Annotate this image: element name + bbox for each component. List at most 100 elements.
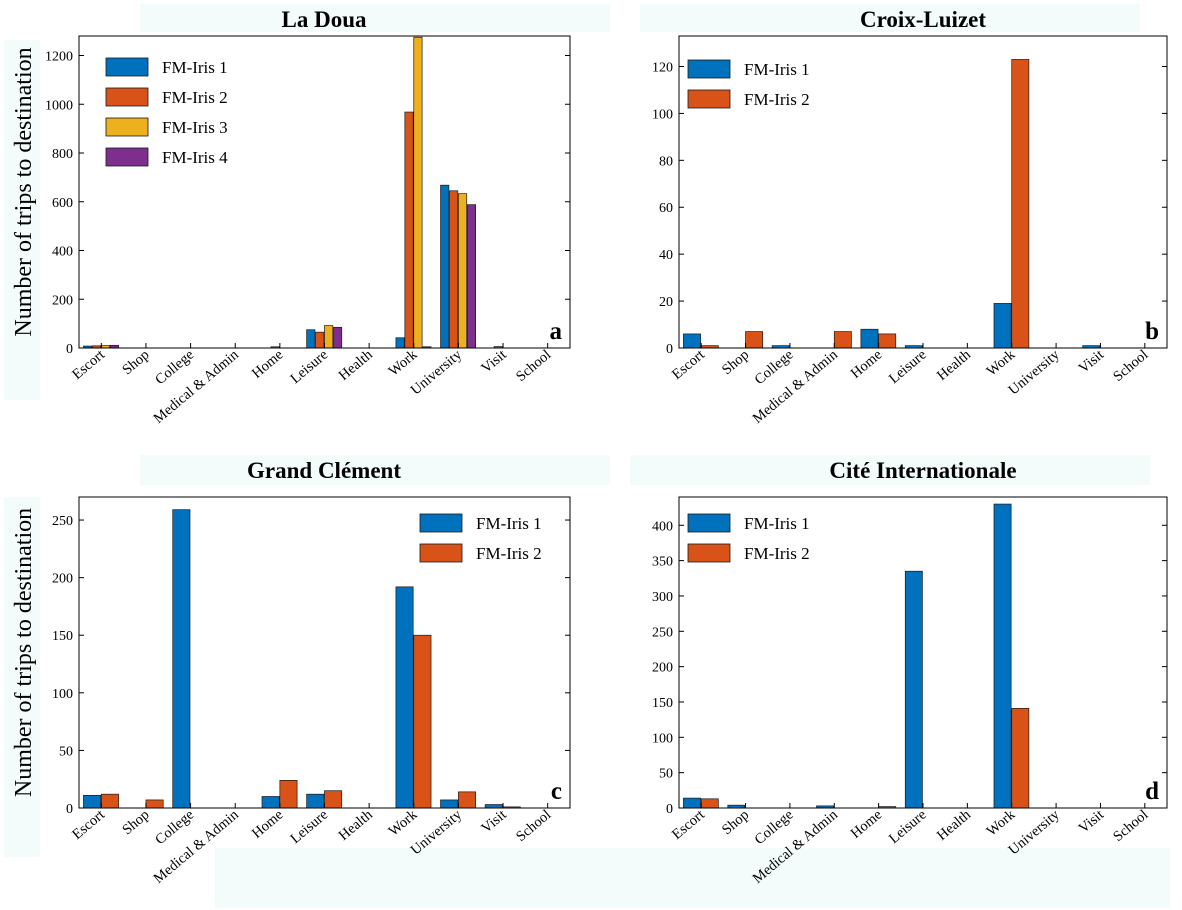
x-category-label: Visit [478, 807, 509, 837]
y-tick-label: 350 [652, 555, 673, 570]
background-band [630, 848, 1170, 908]
bar-fm-iris-1-university [440, 799, 459, 809]
bar-fm-iris-2-home [279, 780, 298, 809]
bar-fm-iris-1-escort [83, 794, 102, 809]
x-category-label: Health [336, 346, 376, 384]
bar-fm-iris-1-university [440, 184, 450, 349]
y-tick-label: 0 [666, 802, 673, 817]
x-category-label: University [408, 346, 466, 398]
x-category-label: Health [336, 806, 376, 844]
legend-entry-label: FM-Iris 2 [744, 90, 810, 109]
y-axis-label: Number of trips to destination [11, 508, 37, 797]
background-band [4, 40, 40, 400]
bar-fm-iris-2-work [1011, 707, 1030, 809]
y-tick-label: 60 [659, 201, 673, 216]
bar-fm-iris-2-leisure [315, 331, 325, 349]
bar-fm-iris-2-shop [745, 331, 764, 349]
x-category-label: Home [249, 347, 286, 382]
y-tick-label: 100 [652, 731, 673, 746]
bar-fm-iris-3-university [458, 193, 468, 349]
y-tick-label: 800 [52, 147, 73, 162]
legend-entry-label: FM-Iris 1 [744, 514, 810, 533]
x-category-label: Health [934, 806, 974, 844]
x-category-label: Escort [69, 807, 108, 843]
bar-fm-iris-2-university [449, 190, 459, 349]
x-category-label: Escort [669, 347, 708, 383]
x-category-label: Visit [478, 347, 509, 377]
y-tick-label: 100 [52, 687, 73, 702]
legend-swatch [105, 87, 149, 107]
x-category-label: School [513, 347, 554, 385]
legend-swatch [105, 117, 149, 137]
x-category-label: Work [386, 346, 421, 379]
y-tick-label: 100 [652, 107, 673, 122]
chart-title: Cité Internationale [829, 458, 1016, 483]
x-category-label: Shop [119, 347, 152, 378]
legend-swatch [419, 513, 463, 533]
x-category-label: Escort [69, 347, 108, 383]
background-bands [4, 4, 1170, 908]
axes-box [78, 35, 571, 349]
y-tick-label: 600 [52, 196, 73, 211]
bar-fm-iris-1-leisure [306, 329, 316, 349]
y-tick-label: 250 [652, 625, 673, 640]
bar-fm-iris-2-work [404, 111, 414, 349]
legend-entry-label: FM-Iris 2 [162, 88, 228, 107]
legend: FM-Iris 1 FM-Iris 2 [687, 513, 810, 563]
y-tick-label: 300 [652, 590, 673, 605]
x-category-label: Home [848, 347, 885, 382]
y-tick-label: 150 [52, 629, 73, 644]
x-category-label: Shop [719, 347, 752, 378]
legend-swatch [105, 147, 149, 167]
legend-entry-label: FM-Iris 1 [162, 58, 228, 77]
y-tick-label: 50 [659, 767, 673, 782]
bar-fm-iris-2-medical-admin [833, 331, 852, 349]
bar-fm-iris-4-leisure [333, 326, 343, 349]
y-tick-label: 120 [652, 60, 673, 75]
x-category-label: Leisure [287, 347, 331, 387]
y-tick-label: 150 [652, 696, 673, 711]
x-category-label: School [1110, 807, 1151, 845]
x-category-label: Shop [719, 807, 752, 838]
x-category-label: Home [848, 807, 885, 842]
legend-entry-label: FM-Iris 3 [162, 118, 228, 137]
bar-fm-iris-2-leisure [324, 790, 343, 809]
legend: FM-Iris 1 FM-Iris 2 [687, 59, 810, 109]
y-tick-label: 0 [66, 342, 73, 357]
background-band [640, 4, 1140, 32]
bar-fm-iris-1-work [395, 337, 405, 349]
legend-swatch [687, 59, 731, 79]
legend-entry-label: FM-Iris 4 [162, 148, 228, 167]
panel-letter: b [1145, 318, 1159, 345]
legend-swatch [105, 57, 149, 77]
panel-letter: a [550, 318, 563, 345]
y-axis-label: Number of trips to destination [11, 47, 37, 336]
x-category-label: Escort [669, 807, 708, 843]
y-tick-label: 200 [652, 661, 673, 676]
y-tick-label: 0 [66, 802, 73, 817]
y-tick-label: 1200 [45, 50, 73, 65]
bar-fm-iris-1-college [172, 509, 191, 809]
bar-fm-iris-1-work [993, 503, 1012, 809]
bar-fm-iris-1-leisure [904, 570, 923, 809]
y-tick-label: 200 [52, 293, 73, 308]
x-category-label: School [513, 807, 554, 845]
bar-fm-iris-2-work [413, 634, 432, 809]
legend-swatch [687, 543, 731, 563]
x-category-label: Visit [1076, 807, 1107, 837]
x-category-label: Shop [119, 807, 152, 838]
legend-entry-label: FM-Iris 1 [744, 60, 810, 79]
legend-entry-label: FM-Iris 2 [476, 544, 542, 563]
legend: FM-Iris 1 FM-Iris 2 [419, 513, 542, 563]
legend: FM-Iris 1 FM-Iris 2 FM-Iris 3 FM-Iris 4 [105, 57, 228, 167]
background-band [215, 848, 635, 908]
chart-title: La Doua [282, 7, 367, 32]
chart-panel-d: Cité Internationale 0 50 100 150 200 250 300 350… [652, 458, 1168, 887]
bar-fm-iris-1-work [395, 586, 414, 809]
axes-box [78, 496, 571, 809]
panel-letter: c [551, 778, 562, 805]
chart-title: Croix-Luizet [860, 7, 986, 32]
y-tick-label: 400 [652, 519, 673, 534]
y-tick-label: 40 [659, 248, 673, 263]
bar-fm-iris-3-work [413, 36, 423, 349]
